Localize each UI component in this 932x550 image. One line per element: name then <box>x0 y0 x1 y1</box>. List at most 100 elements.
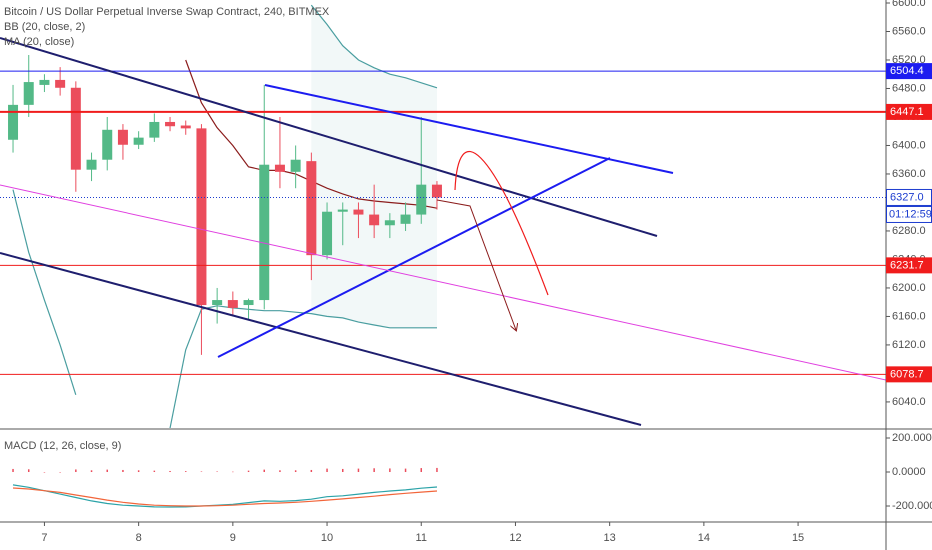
x-tick-label: 11 <box>416 532 427 544</box>
candle-body <box>369 214 380 226</box>
macd-histogram-bar <box>294 470 297 473</box>
candle-body <box>180 125 191 129</box>
price-label: 6504.4 <box>890 65 924 77</box>
candle-body <box>117 129 128 145</box>
macd-histogram-bar <box>389 468 391 473</box>
price-label-box <box>886 103 932 120</box>
bb-fill <box>311 5 437 328</box>
price-label: 6447.1 <box>890 106 924 118</box>
price-label-box <box>886 63 932 80</box>
y-tick-label: 6160.0 <box>892 310 926 322</box>
macd-histogram-bar <box>122 469 124 473</box>
macd-histogram-bar <box>137 470 140 473</box>
y-tick-label: 6040.0 <box>892 396 926 408</box>
trend-line <box>0 184 886 381</box>
candle-body <box>212 300 223 306</box>
candle-body <box>400 214 411 224</box>
macd-histogram-bar <box>59 472 61 473</box>
y-tick-label: 6200.0 <box>892 282 926 294</box>
candle-body <box>274 164 285 172</box>
y2-tick-label: 200.0000 <box>892 432 932 444</box>
y-tick-label: 6360.0 <box>892 168 926 180</box>
y-tick-label: 6280.0 <box>892 225 926 237</box>
macd-histogram-bar <box>326 468 328 473</box>
y-tick-label: 6600.0 <box>892 0 926 9</box>
macd-histogram-bar <box>436 467 438 473</box>
indicator-label: MA (20, close) <box>4 36 74 48</box>
candle-body <box>196 128 207 306</box>
candle-body <box>165 121 176 127</box>
y2-tick-label: -200.0000 <box>892 500 932 512</box>
candle-body <box>133 137 144 145</box>
candle-body <box>353 209 364 215</box>
price-label: 6078.7 <box>890 368 924 380</box>
candle-body <box>39 79 50 85</box>
trend-line <box>264 84 674 174</box>
candle-body <box>70 87 81 170</box>
drawings <box>0 37 886 426</box>
macd-line <box>12 487 438 507</box>
price-label-box <box>886 257 932 274</box>
candle-body <box>23 82 34 105</box>
y-tick-label: 6560.0 <box>892 25 926 37</box>
projection-arrow <box>436 199 516 330</box>
last-price-label: 6327.0 <box>890 191 924 203</box>
indicator-label: MACD (12, 26, close, 9) <box>4 440 121 452</box>
indicator-line <box>310 4 438 89</box>
candle-body <box>259 164 270 301</box>
macd-histogram-bar <box>232 471 234 473</box>
x-tick-label: 8 <box>136 532 142 544</box>
y-tick-label: 6480.0 <box>892 82 926 94</box>
macd-histogram-bar <box>200 471 203 473</box>
projection-arc <box>454 150 549 296</box>
macd-histogram-bar <box>12 468 14 473</box>
x-tick-label: 9 <box>230 532 236 544</box>
x-tick-label: 7 <box>41 532 47 544</box>
y-tick-label: 6520.0 <box>892 54 926 66</box>
macd-histogram-bar <box>279 470 281 473</box>
price-label: 6231.7 <box>890 259 924 271</box>
price-label-box <box>886 366 932 383</box>
macd-histogram-bar <box>184 471 187 473</box>
candle-body <box>102 129 113 160</box>
y2-tick-label: 0.0000 <box>892 466 926 478</box>
trend-line <box>0 252 642 426</box>
macd-histogram-bar <box>310 469 313 473</box>
trend-line <box>0 37 658 237</box>
macd-histogram-bar <box>153 470 156 473</box>
macd-histogram-bar <box>357 468 360 473</box>
candle-body <box>384 220 395 226</box>
indicator-label: BB (20, close, 2) <box>4 21 85 33</box>
chart-title: Bitcoin / US Dollar Perpetual Inverse Sw… <box>4 6 330 18</box>
macd-histogram-bar <box>169 470 171 473</box>
macd-histogram-bar <box>404 468 407 473</box>
macd-histogram-bar <box>216 471 218 473</box>
candle-body <box>416 184 427 215</box>
macd-histogram-bar <box>420 468 423 473</box>
macd-histogram-bar <box>90 470 93 473</box>
x-tick-label: 13 <box>604 532 616 544</box>
y-tick-label: 6400.0 <box>892 139 926 151</box>
candle-body <box>290 159 301 172</box>
x-tick-label: 10 <box>321 532 333 544</box>
macd-histogram-bar <box>27 469 30 473</box>
candle-body <box>306 161 317 256</box>
macd-histogram-bar <box>106 469 108 473</box>
candle-body <box>243 300 254 306</box>
macd-histogram-bar <box>263 469 265 473</box>
macd-histogram-bar <box>341 468 344 473</box>
macd-histogram-bar <box>373 468 375 473</box>
macd-histogram-bar <box>43 472 46 473</box>
x-tick-label: 12 <box>509 532 521 544</box>
macd-histogram-bar <box>75 469 77 473</box>
candle-body <box>149 121 160 138</box>
candle-body <box>431 184 442 198</box>
x-tick-label: 15 <box>792 532 804 544</box>
trend-line <box>217 157 611 358</box>
y-tick-label: 6120.0 <box>892 339 926 351</box>
countdown: 01:12:59 <box>889 208 932 220</box>
x-tick-label: 14 <box>698 532 710 544</box>
candle-body <box>337 209 348 212</box>
candle-body <box>322 211 333 256</box>
